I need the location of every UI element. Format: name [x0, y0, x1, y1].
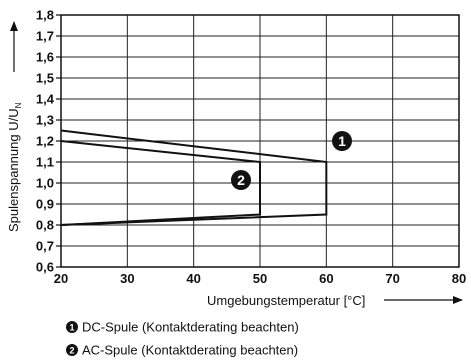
y-tick-label: 1,4	[36, 92, 55, 107]
y-tick-label: 1,6	[36, 50, 54, 65]
x-tick-label: 70	[385, 271, 399, 286]
y-tick-labels: 0,6 0,7 0,8 0,9 1,0 1,1 1,2 1,3 1,4 1,5 1,6 1,7 1,8	[36, 8, 61, 275]
y-axis-label-group: Spulenspannung U/UN	[6, 21, 23, 232]
y-axis-label: Spulenspannung U/UN	[6, 102, 23, 232]
legend-marker-2-icon	[66, 344, 78, 356]
y-tick-label: 0,7	[36, 239, 54, 254]
y-axis-label-text: Spulenspannung U/U	[6, 108, 21, 232]
series-marker-2-label: 2	[237, 172, 245, 188]
legend-marker-1-icon	[66, 321, 78, 333]
x-axis-label-group: Umgebungstemperatur [°C]	[207, 293, 463, 308]
y-tick-label: 1,7	[36, 29, 54, 44]
y-tick-label: 0,9	[36, 197, 54, 212]
x-tick-labels: 20 30 40 50 60 70 80	[54, 271, 466, 286]
y-tick-label: 1,5	[36, 71, 54, 86]
x-tick-label: 60	[319, 271, 333, 286]
y-tick-label: 1,8	[36, 8, 54, 23]
legend-marker-1-label: 1	[69, 323, 74, 333]
x-tick-label: 50	[253, 271, 267, 286]
series-marker-1-icon	[332, 131, 352, 151]
y-tick-label: 0,8	[36, 218, 54, 233]
legend-item-dc: 1 DC-Spule (Kontaktderating beachten)	[66, 320, 299, 335]
x-tick-label: 80	[452, 271, 466, 286]
legend-item-ac: 2 AC-Spule (Kontaktderating beachten)	[66, 343, 298, 358]
y-axis-label-subscript: N	[14, 102, 23, 108]
series-layer: 12	[60, 129, 352, 226]
y-tick-label: 1,2	[36, 134, 54, 149]
series-marker-1-label: 1	[338, 133, 346, 149]
y-tick-label: 0,6	[36, 260, 54, 275]
series-marker-2-icon	[231, 170, 251, 190]
y-tick-label: 1,3	[36, 113, 54, 128]
series-line-2	[60, 140, 261, 226]
series-1: 1	[60, 129, 352, 226]
series-2: 2	[60, 140, 261, 226]
chart-grid	[61, 15, 459, 267]
y-tick-label: 1,0	[36, 176, 54, 191]
x-tick-label: 20	[54, 271, 68, 286]
y-tick-label: 1,1	[36, 155, 54, 170]
x-tick-label: 30	[120, 271, 134, 286]
x-tick-label: 40	[186, 271, 200, 286]
series-line-1	[60, 129, 328, 226]
legend-label-ac: AC-Spule (Kontaktderating beachten)	[82, 343, 298, 358]
legend-marker-2-label: 2	[69, 346, 74, 356]
x-axis-label: Umgebungstemperatur [°C]	[207, 293, 365, 308]
legend-label-dc: DC-Spule (Kontaktderating beachten)	[82, 320, 299, 335]
legend: 1 DC-Spule (Kontaktderating beachten) 2 …	[66, 320, 299, 358]
